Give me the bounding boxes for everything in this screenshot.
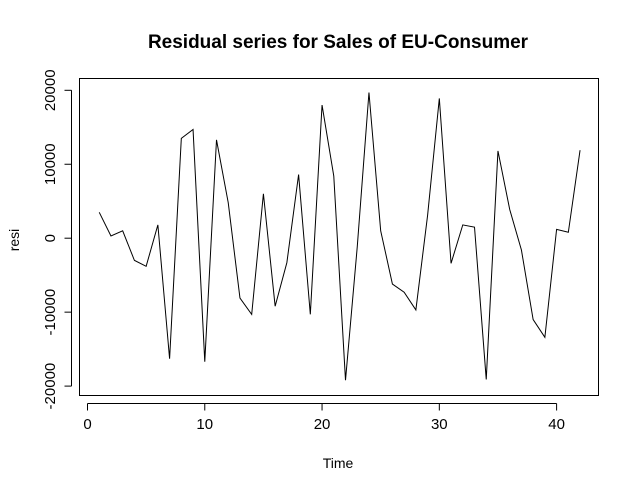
series-line <box>98 92 581 381</box>
x-axis: 0 10 20 30 40 <box>83 403 565 433</box>
x-tick-label: 0 <box>83 416 91 433</box>
y-axis-label: resi <box>6 229 22 252</box>
y-axis: -20000 -10000 0 10000 20000 <box>42 69 72 409</box>
y-tick-label: 10000 <box>42 143 59 185</box>
y-tick-label: 20000 <box>42 69 59 111</box>
plot-frame <box>79 78 599 396</box>
y-tick-label: -10000 <box>42 289 59 336</box>
x-tick-label: 40 <box>548 416 565 433</box>
y-tick-label: -20000 <box>42 363 59 410</box>
x-tick-label: 10 <box>196 416 213 433</box>
x-axis-label: Time <box>323 455 354 471</box>
x-tick-label: 30 <box>431 416 448 433</box>
y-tick-label: 0 <box>42 234 59 242</box>
chart-title: Residual series for Sales of EU-Consumer <box>148 32 529 53</box>
x-tick-label: 20 <box>314 416 331 433</box>
